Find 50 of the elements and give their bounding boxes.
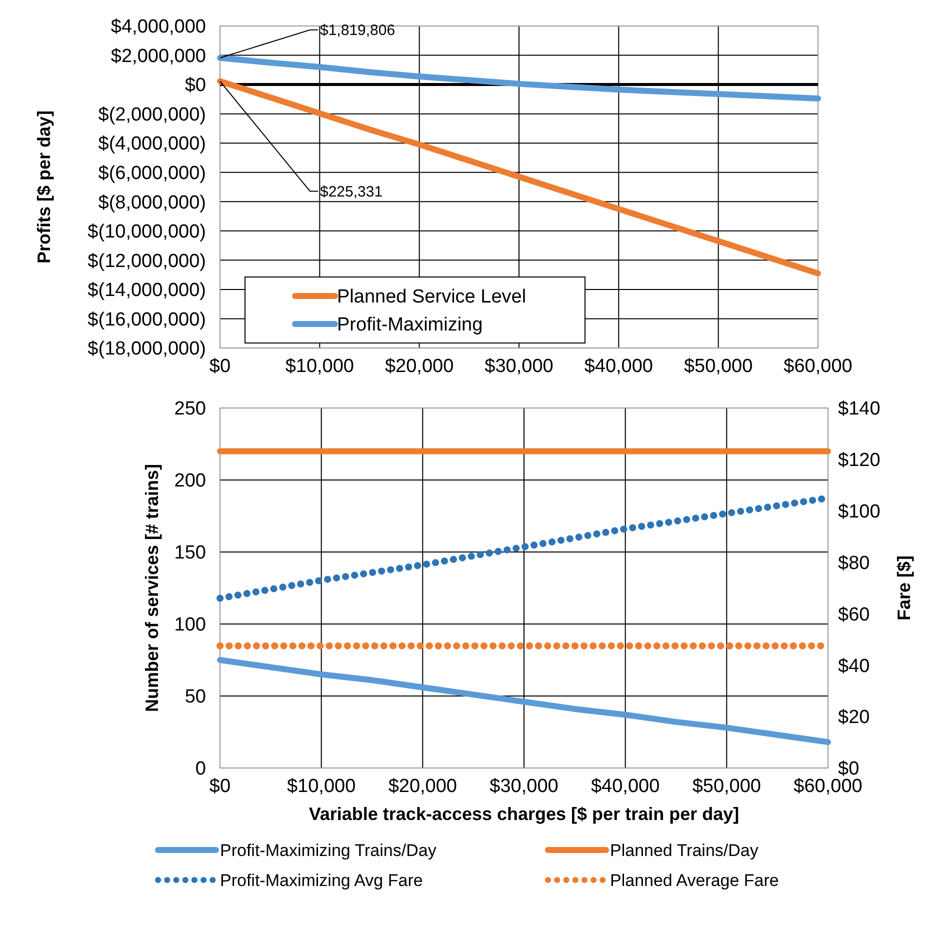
x-tick-label: $50,000: [684, 356, 753, 377]
x-tick-label: $10,000: [286, 776, 356, 797]
y-tick-label: 100: [174, 614, 206, 636]
y2-tick-label: $100: [838, 502, 880, 523]
annotation: $1,819,806: [320, 22, 396, 40]
y-tick-label: 250: [174, 398, 206, 420]
y2-tick-label: $20: [838, 707, 870, 728]
y-tick-label: 50: [184, 686, 206, 708]
y-tick-label: $(14,000,000): [88, 280, 206, 302]
x-tick-label: $30,000: [490, 776, 558, 797]
x-tick-label: $20,000: [384, 356, 454, 377]
y-tick-label: $(16,000,000): [88, 309, 206, 330]
legend-label: Profit-Maximizing Avg Fare: [220, 870, 423, 890]
legend-label: Planned Average Fare: [610, 870, 779, 890]
y-tick-label: $0: [184, 75, 206, 96]
x-tick-label: $10,000: [285, 356, 354, 377]
legend-label: Profit-Maximizing Trains/Day: [220, 840, 437, 860]
y-tick-label: $(12,000,000): [88, 250, 206, 272]
y-tick-label: $(6,000,000): [98, 163, 206, 184]
y2-tick-label: $120: [838, 450, 880, 472]
x-tick-label: $40,000: [590, 776, 660, 797]
y-tick-label: 200: [174, 470, 206, 492]
y2-axis-title: Fare [$]: [894, 555, 914, 621]
y-axis-title: Number of services [# trains]: [142, 464, 162, 712]
x-tick-label: $20,000: [388, 776, 458, 797]
x-tick-label: $60,000: [784, 356, 852, 377]
y-tick-label: $(2,000,000): [98, 104, 206, 126]
legend-label: Planned Trains/Day: [610, 840, 759, 860]
y2-tick-label: $80: [838, 552, 870, 574]
y-tick-label: $(4,000,000): [98, 134, 206, 155]
x-tick-label: $50,000: [692, 776, 762, 797]
y2-tick-label: $60: [838, 604, 870, 626]
annotation: $225,331: [320, 183, 383, 200]
y-tick-label: $(10,000,000): [88, 222, 206, 243]
x-tick-label: $40,000: [584, 356, 654, 377]
legend-label: Profit-Maximizing: [337, 314, 483, 336]
y-tick-label: 0: [195, 758, 206, 780]
y-axis-title: Profits [$ per day]: [34, 110, 54, 264]
x-tick-label: $0: [209, 356, 231, 377]
y2-tick-label: $140: [838, 398, 880, 420]
y2-tick-label: $40: [838, 656, 870, 677]
y-tick-label: $2,000,000: [110, 46, 206, 67]
y-tick-label: 150: [174, 542, 206, 564]
x-axis-title: Variable track-access charges [$ per train per day]: [308, 804, 740, 824]
x-tick-label: $0: [209, 776, 231, 797]
y-tick-label: $4,000,000: [110, 16, 206, 38]
x-tick-label: $30,000: [484, 356, 554, 377]
y-tick-label: $(8,000,000): [98, 192, 206, 214]
legend-label: Planned Service Level: [337, 286, 526, 308]
y-tick-label: $(18,000,000): [88, 338, 206, 360]
